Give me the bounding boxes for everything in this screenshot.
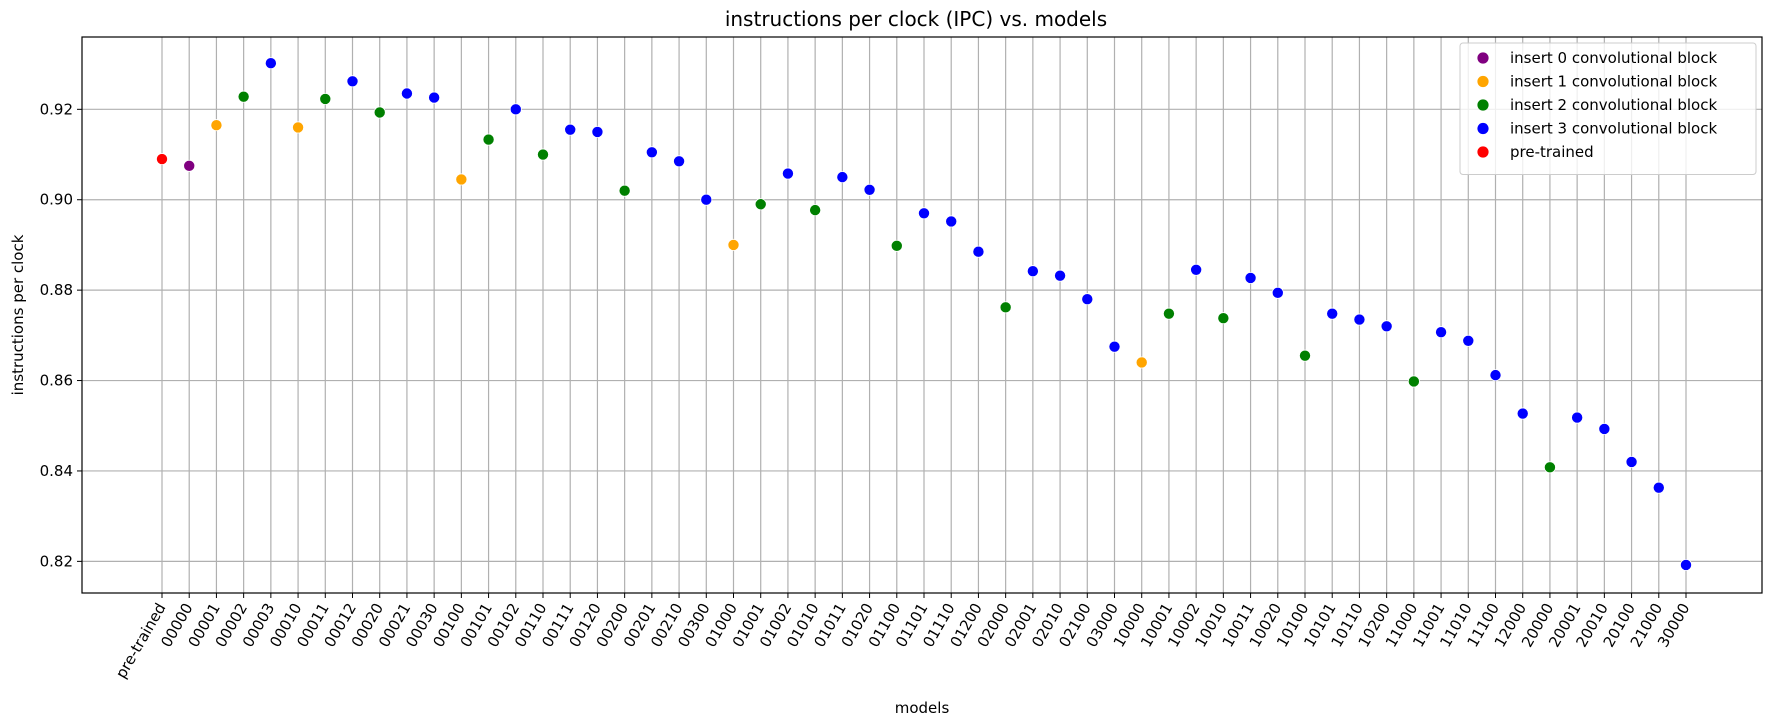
x-axis-label: models — [895, 699, 950, 717]
data-point — [400, 87, 413, 100]
legend-label: insert 2 convolutional block — [1510, 96, 1717, 114]
data-point — [183, 159, 196, 172]
data-point — [591, 125, 604, 138]
data-point — [645, 146, 658, 159]
legend-label: insert 3 convolutional block — [1510, 120, 1717, 138]
data-point — [537, 148, 550, 161]
legend-label: insert 1 convolutional block — [1510, 73, 1717, 91]
y-tick-label: 0.90 — [40, 191, 73, 209]
legend-marker — [1477, 122, 1489, 135]
data-point — [781, 167, 794, 180]
data-point — [809, 204, 822, 217]
data-point — [564, 123, 577, 136]
data-point — [999, 301, 1012, 314]
y-tick-label: 0.84 — [40, 462, 73, 480]
data-point — [1462, 334, 1475, 347]
data-point — [1435, 326, 1448, 339]
y-tick-label: 0.82 — [40, 552, 73, 570]
data-point — [1135, 356, 1148, 369]
data-point — [155, 153, 168, 166]
data-point — [1054, 269, 1067, 282]
data-point — [1571, 411, 1584, 424]
data-point — [1489, 369, 1502, 382]
chart-title: instructions per clock (IPC) vs. models — [725, 7, 1107, 31]
data-point — [700, 193, 713, 206]
data-point — [319, 92, 332, 105]
data-point — [1326, 307, 1339, 320]
data-point — [863, 183, 876, 196]
data-point — [1680, 558, 1693, 571]
data-point — [292, 121, 305, 134]
data-point — [836, 171, 849, 184]
data-point — [1380, 320, 1393, 333]
legend-label: pre-trained — [1510, 143, 1594, 161]
data-point — [618, 184, 631, 197]
legend-marker — [1477, 99, 1489, 111]
legend: insert 0 convolutional block insert 1 con… — [1459, 42, 1757, 175]
data-point — [264, 57, 277, 70]
data-point — [1353, 313, 1366, 326]
legend-marker — [1477, 75, 1489, 88]
data-point — [1162, 307, 1175, 320]
data-point — [373, 106, 386, 119]
data-point — [1598, 422, 1611, 435]
legend-marker — [1477, 52, 1489, 64]
data-point — [972, 245, 985, 258]
y-axis-label: instructions per clock — [9, 234, 27, 395]
data-point — [509, 103, 522, 116]
data-point — [455, 173, 468, 186]
data-point — [1271, 286, 1284, 299]
data-point — [237, 90, 250, 103]
data-points — [155, 57, 1693, 571]
data-point — [754, 198, 767, 211]
data-point — [1543, 461, 1556, 474]
data-point — [918, 207, 931, 220]
data-point — [428, 91, 441, 104]
data-point — [1108, 340, 1121, 353]
y-tick-label: 0.92 — [40, 100, 73, 118]
data-point — [1299, 349, 1312, 362]
y-axis-ticks: 0.82 0.84 0.86 0.88 0.90 0.92 — [40, 100, 82, 570]
legend-label: insert 0 convolutional block — [1510, 49, 1717, 67]
data-point — [1190, 263, 1203, 276]
data-point — [1625, 455, 1638, 468]
plot-frame — [81, 36, 1763, 594]
data-point — [890, 239, 903, 252]
data-point — [1652, 481, 1665, 494]
data-point — [673, 155, 686, 168]
legend-box — [1459, 42, 1757, 175]
data-point — [482, 133, 495, 146]
data-point — [1026, 265, 1039, 278]
data-point — [346, 75, 359, 88]
data-point — [727, 238, 740, 251]
y-tick-label: 0.86 — [40, 372, 73, 390]
y-tick-label: 0.88 — [40, 281, 73, 299]
data-point — [1081, 293, 1094, 306]
data-point — [1407, 375, 1420, 388]
legend-marker — [1477, 146, 1489, 158]
data-point — [1516, 407, 1529, 420]
data-point — [1244, 271, 1257, 284]
data-point — [1217, 312, 1230, 325]
data-point — [945, 215, 958, 228]
data-point — [210, 119, 223, 132]
